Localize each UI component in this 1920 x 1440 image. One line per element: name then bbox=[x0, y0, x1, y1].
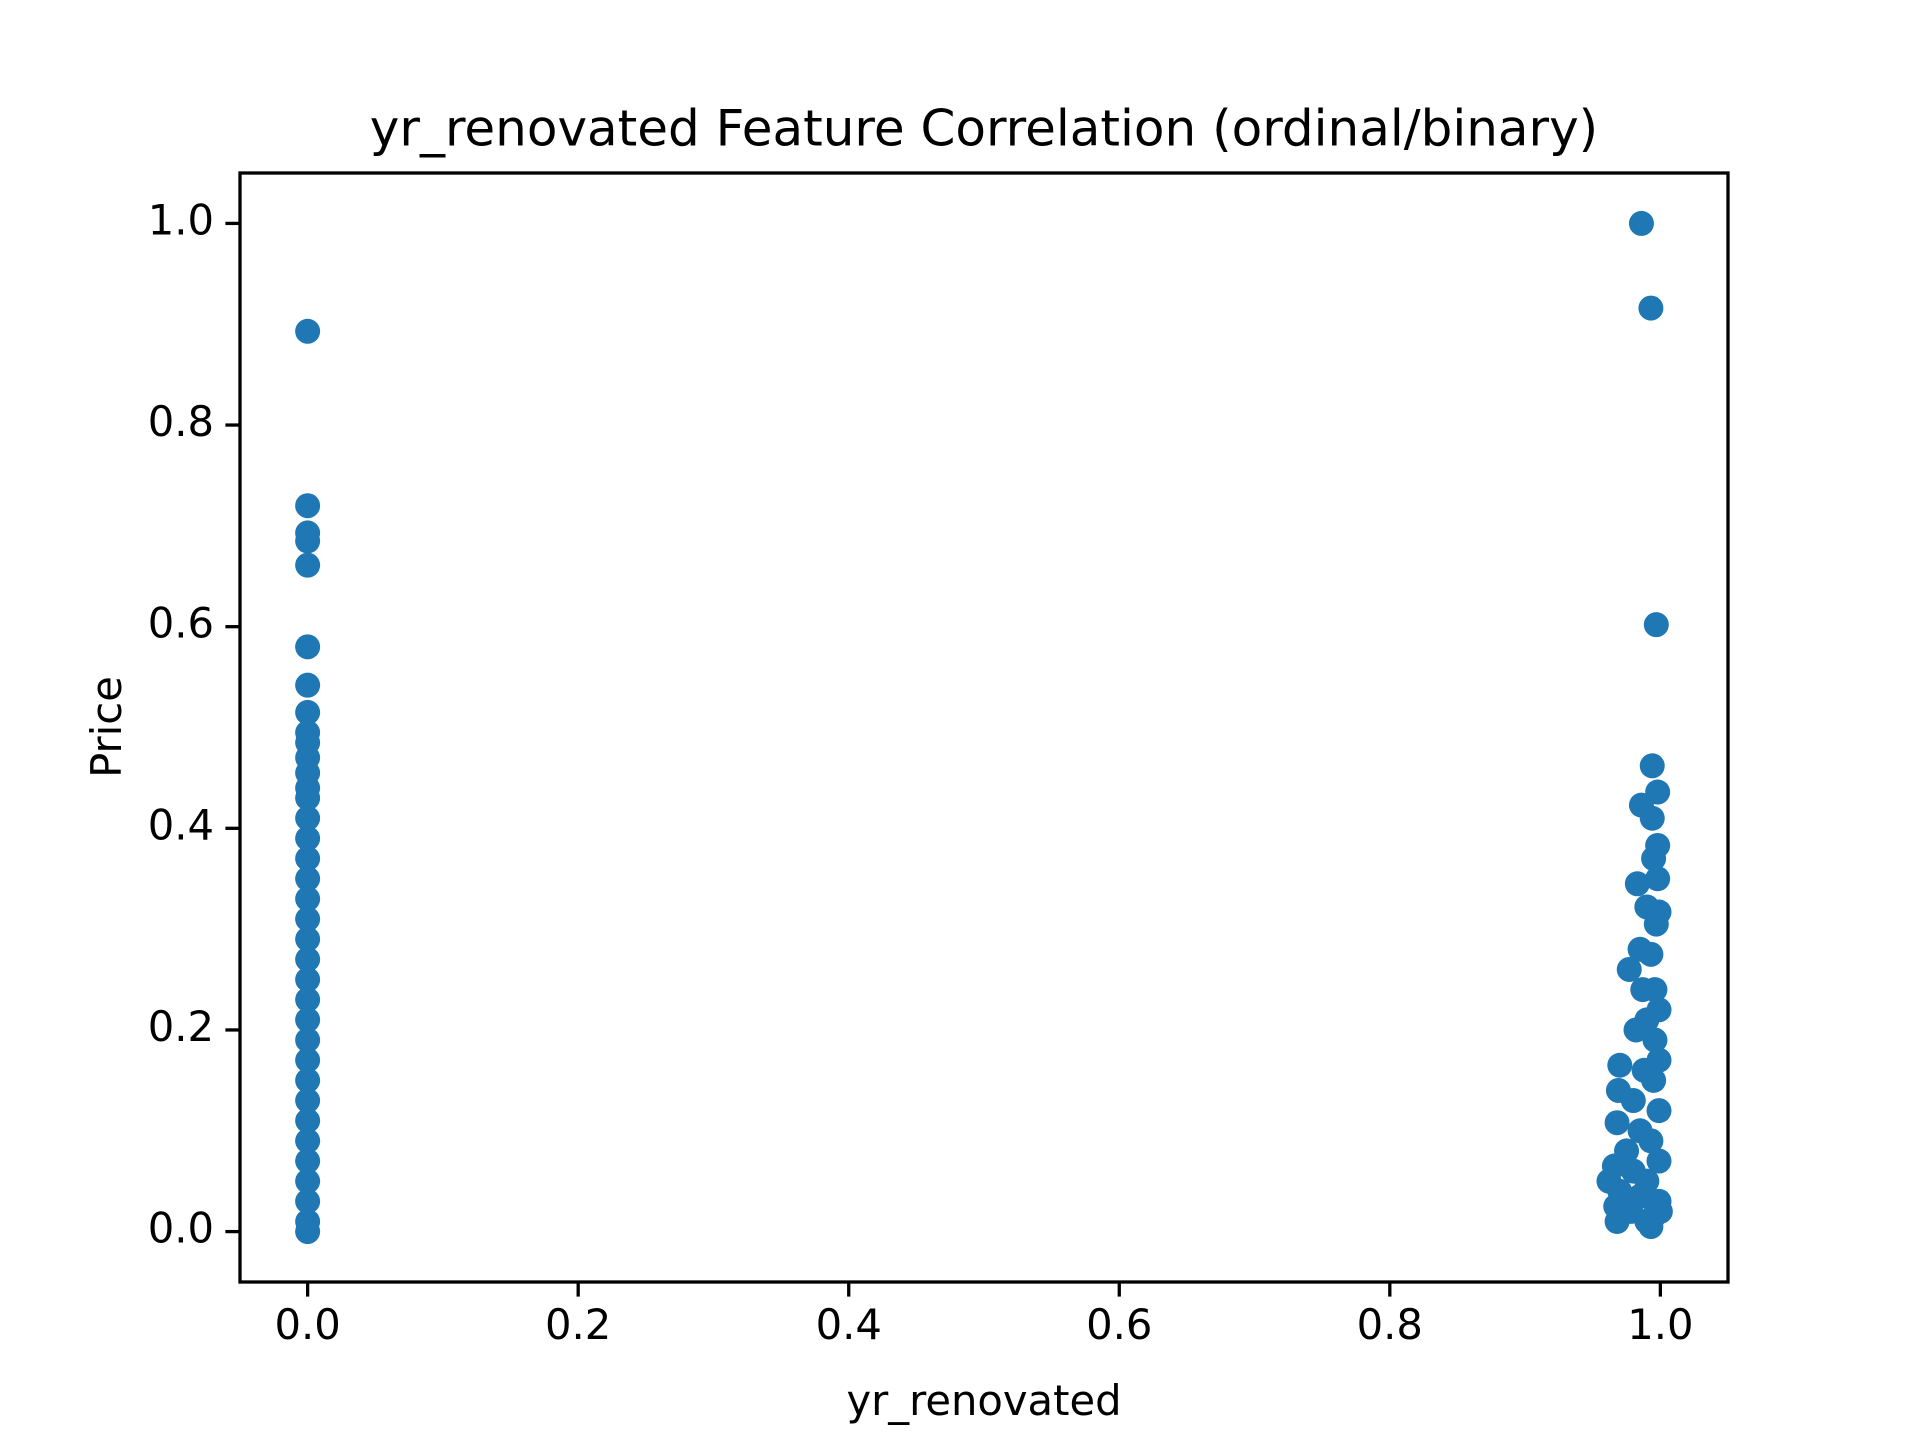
scatter-point bbox=[1641, 846, 1667, 872]
y-tick-label: 0.8 bbox=[148, 397, 214, 446]
scatter-point bbox=[295, 493, 321, 519]
scatter-point bbox=[295, 528, 321, 554]
y-axis-label: Price bbox=[82, 676, 131, 778]
scatter-point bbox=[295, 699, 321, 725]
chart-title: yr_renovated Feature Correlation (ordina… bbox=[370, 100, 1598, 158]
scatter-point bbox=[295, 1108, 321, 1134]
y-tick-label: 0.2 bbox=[148, 1002, 214, 1051]
scatter-point bbox=[295, 805, 321, 831]
scatter-point bbox=[1639, 805, 1665, 831]
x-tick-label: 0.4 bbox=[816, 1300, 882, 1349]
scatter-point bbox=[295, 946, 321, 972]
scatter-point bbox=[295, 1047, 321, 1073]
scatter-point bbox=[295, 967, 321, 993]
scatter-point bbox=[1647, 1198, 1673, 1224]
scatter-point bbox=[295, 886, 321, 912]
x-axis-label: yr_renovated bbox=[846, 1376, 1121, 1425]
y-tick-label: 1.0 bbox=[148, 195, 214, 244]
scatter-point bbox=[1643, 911, 1669, 937]
scatter-point bbox=[1645, 866, 1671, 892]
scatter-point bbox=[1628, 210, 1654, 236]
scatter-point bbox=[1643, 612, 1669, 638]
scatter-point bbox=[1630, 977, 1656, 1003]
scatter-point bbox=[295, 1128, 321, 1154]
scatter-point bbox=[295, 1088, 321, 1114]
scatter-point bbox=[295, 846, 321, 872]
scatter-point bbox=[295, 318, 321, 344]
x-tick-label: 0.0 bbox=[274, 1300, 340, 1349]
scatter-point bbox=[1604, 1209, 1630, 1235]
scatter-point bbox=[295, 552, 321, 578]
scatter-point bbox=[295, 906, 321, 932]
scatter-point bbox=[295, 1067, 321, 1093]
scatter-point bbox=[1641, 1067, 1667, 1093]
y-tick-label: 0.4 bbox=[148, 800, 214, 849]
x-tick-label: 0.2 bbox=[545, 1300, 611, 1349]
scatter-point bbox=[1638, 295, 1664, 321]
scatter-point bbox=[1616, 956, 1642, 982]
scatter-point bbox=[295, 785, 321, 811]
scatter-point bbox=[1604, 1110, 1630, 1136]
x-tick-label: 0.6 bbox=[1086, 1300, 1152, 1349]
scatter-point bbox=[1601, 1153, 1627, 1179]
scatter-point bbox=[1638, 1128, 1664, 1154]
scatter-point bbox=[295, 1148, 321, 1174]
y-tick-label: 0.0 bbox=[148, 1204, 214, 1253]
scatter-point bbox=[295, 926, 321, 952]
scatter-point bbox=[295, 672, 321, 698]
scatter-point bbox=[295, 825, 321, 851]
scatter-point bbox=[1639, 753, 1665, 779]
y-tick-label: 0.6 bbox=[148, 599, 214, 648]
scatter-point bbox=[295, 634, 321, 660]
x-tick-label: 1.0 bbox=[1627, 1300, 1693, 1349]
scatter-point bbox=[295, 866, 321, 892]
scatter-point bbox=[295, 987, 321, 1013]
scatter-point bbox=[295, 1007, 321, 1033]
scatter-point bbox=[1607, 1052, 1633, 1078]
plot-frame bbox=[238, 171, 1730, 1284]
scatter-point bbox=[1620, 1088, 1646, 1114]
scatter-point bbox=[1646, 1148, 1672, 1174]
scatter-point bbox=[1642, 1027, 1668, 1053]
scatter-point bbox=[1646, 1098, 1672, 1124]
scatter-point bbox=[295, 1168, 321, 1194]
scatter-point bbox=[295, 1188, 321, 1214]
scatter-point bbox=[295, 1027, 321, 1053]
x-tick-label: 0.8 bbox=[1357, 1300, 1423, 1349]
scatter-point bbox=[295, 1219, 321, 1245]
scatter-point bbox=[1638, 941, 1664, 967]
scatter-point bbox=[1623, 1017, 1649, 1043]
scatter-point bbox=[1624, 871, 1650, 897]
